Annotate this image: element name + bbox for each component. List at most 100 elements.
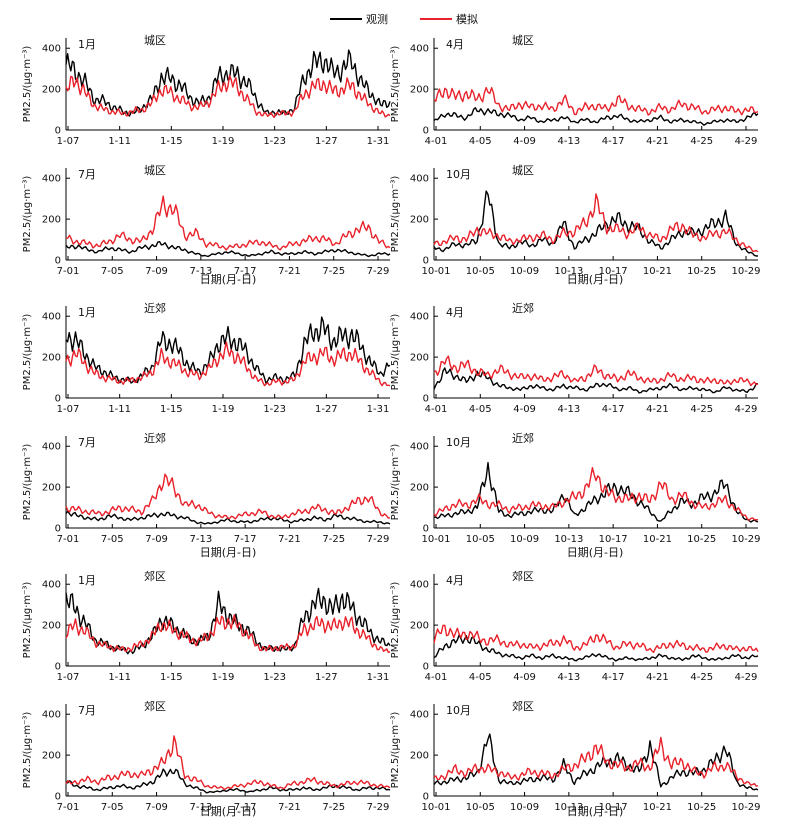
panel-region-label: 近郊 <box>512 302 534 315</box>
x-tick-label: 7-17 <box>234 534 257 545</box>
y-axis-title: PM2.5/(μg·m⁻³) <box>390 582 401 659</box>
panel-12: 0 200 400 10-01 10-05 10-09 10-13 10-17 10-21 10-… <box>390 700 761 813</box>
x-axis-title: 日期(月-日) <box>200 273 257 286</box>
x-tick-label: 10-13 <box>554 534 583 545</box>
panel-5: 0 200 400 1-07 1-11 1-15 1-19 1-23 1-27 1-31 PM2.5… <box>22 302 391 415</box>
x-tick-label: 4-05 <box>469 672 492 683</box>
series-line-simulated <box>433 355 759 387</box>
y-axis-title: PM2.5/(μg·m⁻³) <box>22 582 33 659</box>
x-tick-label: 1-27 <box>315 136 338 147</box>
panel-month-label: 7月 <box>78 436 96 449</box>
y-tick-label: 400 <box>42 44 61 55</box>
panel-month-label: 1月 <box>78 306 96 319</box>
panel-8: 0 200 400 10-01 10-05 10-09 10-13 10-17 10-21 10-… <box>390 432 761 545</box>
chart-panels: 0 200 400 1-07 1-11 1-15 1-19 1-23 1-27 1-31 PM2.5… <box>22 34 761 813</box>
panel-11: 0 200 400 7-01 7-05 7-09 7-13 7-17 7-21 7-25 7-29 P… <box>22 700 391 813</box>
y-axis-title: PM2.5/(μg·m⁻³) <box>390 314 401 391</box>
x-tick-label: 1-23 <box>263 136 286 147</box>
series-line-observed <box>65 49 391 117</box>
panel-6: 0 200 400 4-01 4-05 4-09 4-13 4-17 4-21 4-25 4-29 P… <box>390 302 759 415</box>
x-tick-label: 7-21 <box>278 534 301 545</box>
x-tick-label: 10-21 <box>643 802 672 813</box>
y-tick-label: 0 <box>423 792 429 803</box>
x-tick-label: 10-29 <box>731 534 760 545</box>
y-tick-label: 400 <box>42 580 61 591</box>
panel-region-label: 城区 <box>512 34 534 47</box>
series-line-simulated <box>65 473 391 520</box>
x-tick-label: 1-27 <box>315 404 338 415</box>
series-line-observed <box>65 240 391 258</box>
series-line-observed <box>433 634 759 662</box>
x-tick-label: 7-25 <box>322 802 345 813</box>
y-tick-label: 0 <box>55 256 61 267</box>
y-tick-label: 400 <box>42 312 61 323</box>
x-tick-label: 4-17 <box>602 136 625 147</box>
panel-9: 0 200 400 1-07 1-11 1-15 1-19 1-23 1-27 1-31 PM2.5… <box>22 570 391 683</box>
x-tick-label: 4-21 <box>646 404 669 415</box>
y-tick-label: 400 <box>42 174 61 185</box>
x-tick-label: 7-25 <box>322 534 345 545</box>
panel-region-label: 城区 <box>144 164 166 177</box>
panel-region-label: 近郊 <box>512 432 534 445</box>
x-tick-label: 7-05 <box>101 802 124 813</box>
x-tick-label: 7-09 <box>145 802 168 813</box>
x-tick-label: 4-17 <box>602 404 625 415</box>
x-tick-label: 7-25 <box>322 266 345 277</box>
series-line-simulated <box>433 736 759 787</box>
x-tick-label: 7-21 <box>278 802 301 813</box>
x-tick-label: 7-17 <box>234 266 257 277</box>
y-axis-title: PM2.5/(μg·m⁻³) <box>390 46 401 123</box>
x-tick-label: 4-25 <box>690 404 713 415</box>
panel-region-label: 城区 <box>512 164 534 177</box>
x-tick-label: 10-05 <box>466 266 495 277</box>
x-tick-label: 4-25 <box>690 672 713 683</box>
y-tick-label: 0 <box>55 662 61 673</box>
x-tick-label: 1-11 <box>108 136 131 147</box>
series-line-simulated <box>65 735 391 791</box>
panel-1: 0 200 400 1-07 1-11 1-15 1-19 1-23 1-27 1-31 PM2.5… <box>22 34 391 147</box>
legend-observed-label: 观测 <box>366 13 388 26</box>
panel-region-label: 郊区 <box>144 570 166 583</box>
series-line-observed <box>65 316 391 385</box>
x-tick-label: 4-29 <box>735 136 758 147</box>
y-tick-label: 400 <box>42 710 61 721</box>
x-tick-label: 10-25 <box>687 802 716 813</box>
y-axis-title: PM2.5/(μg·m⁻³) <box>390 176 401 253</box>
x-tick-label: 10-25 <box>687 266 716 277</box>
x-tick-label: 7-05 <box>101 266 124 277</box>
panel-month-label: 4月 <box>446 574 464 587</box>
x-tick-label: 7-05 <box>101 534 124 545</box>
y-tick-label: 0 <box>423 394 429 405</box>
x-tick-label: 10-13 <box>554 802 583 813</box>
x-tick-label: 10-29 <box>731 266 760 277</box>
y-tick-label: 200 <box>410 621 429 632</box>
x-tick-label: 7-13 <box>190 802 213 813</box>
x-tick-label: 1-15 <box>160 136 183 147</box>
series-line-simulated <box>65 195 391 251</box>
y-tick-label: 200 <box>42 85 61 96</box>
y-tick-label: 0 <box>55 394 61 405</box>
x-tick-label: 4-21 <box>646 672 669 683</box>
x-tick-label: 1-27 <box>315 672 338 683</box>
series-line-observed <box>433 190 759 257</box>
x-tick-label: 4-25 <box>690 136 713 147</box>
y-tick-label: 200 <box>410 751 429 762</box>
x-tick-label: 4-01 <box>425 672 448 683</box>
y-tick-label: 0 <box>423 126 429 137</box>
x-tick-label: 4-13 <box>558 136 581 147</box>
x-tick-label: 10-01 <box>421 266 450 277</box>
x-tick-label: 10-09 <box>510 266 539 277</box>
x-tick-label: 10-01 <box>421 534 450 545</box>
y-axis-title: PM2.5/(μg·m⁻³) <box>390 712 401 789</box>
x-tick-label: 7-29 <box>367 534 390 545</box>
y-tick-label: 0 <box>423 256 429 267</box>
x-axis-title: 日期(月-日) <box>567 273 624 286</box>
series-line-observed <box>433 462 759 523</box>
x-tick-label: 10-17 <box>599 534 628 545</box>
x-tick-label: 1-19 <box>212 136 235 147</box>
x-tick-label: 4-01 <box>425 136 448 147</box>
x-tick-label: 7-01 <box>57 266 80 277</box>
series-line-observed <box>65 768 391 794</box>
x-tick-label: 1-23 <box>263 404 286 415</box>
x-tick-label: 1-19 <box>212 672 235 683</box>
